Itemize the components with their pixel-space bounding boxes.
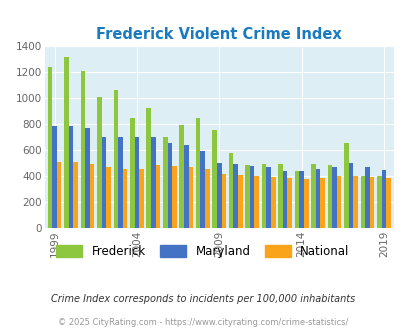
Bar — [385, 178, 390, 228]
Bar — [343, 143, 348, 228]
Bar — [266, 167, 270, 228]
Bar — [261, 164, 266, 228]
Bar — [113, 90, 118, 228]
Bar — [233, 164, 237, 228]
Bar — [179, 125, 183, 228]
Bar — [298, 171, 303, 228]
Bar — [369, 177, 373, 228]
Bar — [134, 137, 139, 228]
Bar — [245, 165, 249, 228]
Bar — [315, 169, 320, 228]
Bar — [52, 126, 57, 228]
Bar — [249, 166, 254, 228]
Bar — [310, 164, 315, 228]
Bar — [287, 178, 291, 228]
Bar — [277, 164, 282, 228]
Bar — [348, 163, 352, 228]
Bar — [47, 67, 52, 228]
Bar — [172, 166, 176, 228]
Bar — [205, 169, 209, 228]
Bar — [80, 72, 85, 228]
Bar — [122, 169, 127, 228]
Bar — [101, 137, 106, 228]
Bar — [155, 165, 160, 228]
Bar — [228, 153, 233, 228]
Bar — [57, 162, 61, 228]
Bar — [237, 175, 242, 228]
Bar — [364, 167, 369, 228]
Bar — [151, 137, 155, 228]
Bar — [303, 179, 308, 228]
Bar — [118, 137, 122, 228]
Bar — [64, 56, 68, 228]
Bar — [381, 170, 385, 228]
Bar — [146, 109, 151, 228]
Bar — [282, 171, 287, 228]
Bar — [85, 128, 90, 228]
Legend: Frederick, Maryland, National: Frederick, Maryland, National — [56, 245, 349, 258]
Bar — [360, 176, 364, 228]
Bar — [97, 97, 101, 228]
Bar — [195, 117, 200, 228]
Bar — [183, 146, 188, 228]
Title: Frederick Violent Crime Index: Frederick Violent Crime Index — [96, 27, 341, 42]
Bar — [221, 174, 226, 228]
Bar — [320, 178, 324, 228]
Bar — [212, 130, 216, 228]
Bar — [331, 167, 336, 228]
Bar — [294, 171, 298, 228]
Bar — [327, 165, 331, 228]
Bar — [130, 118, 134, 228]
Bar — [352, 176, 357, 228]
Bar — [162, 137, 167, 228]
Bar — [216, 163, 221, 228]
Bar — [106, 167, 111, 228]
Bar — [68, 126, 73, 228]
Bar — [336, 177, 341, 228]
Bar — [254, 177, 258, 228]
Bar — [200, 151, 205, 228]
Bar — [270, 177, 275, 228]
Bar — [167, 144, 172, 228]
Text: Crime Index corresponds to incidents per 100,000 inhabitants: Crime Index corresponds to incidents per… — [51, 294, 354, 304]
Bar — [188, 167, 193, 228]
Bar — [139, 169, 143, 228]
Bar — [376, 176, 381, 228]
Bar — [90, 164, 94, 228]
Bar — [73, 162, 78, 228]
Text: © 2025 CityRating.com - https://www.cityrating.com/crime-statistics/: © 2025 CityRating.com - https://www.city… — [58, 318, 347, 327]
